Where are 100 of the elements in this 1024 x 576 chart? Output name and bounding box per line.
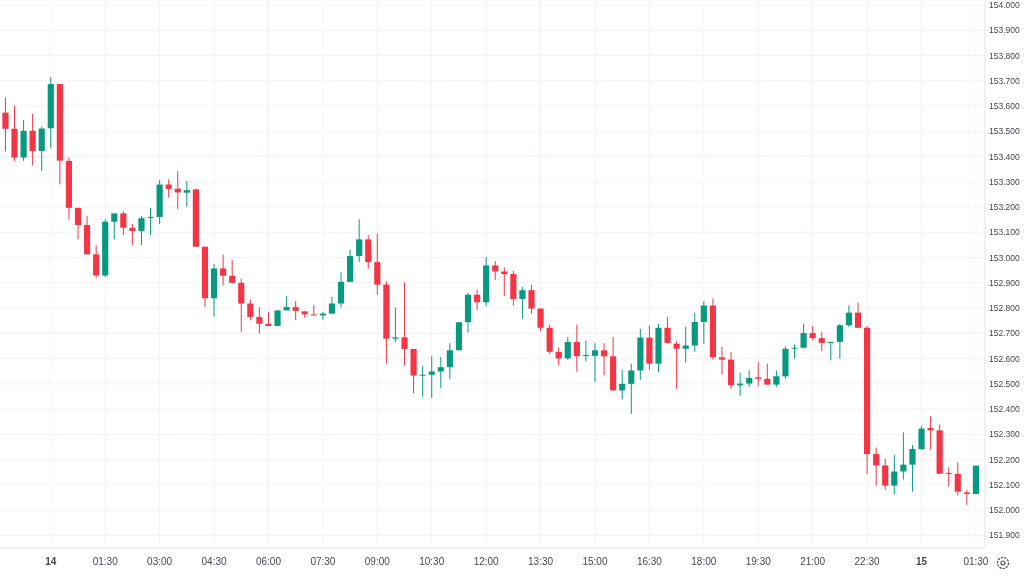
y-tick-label: 153.300	[989, 176, 1020, 187]
candlestick	[93, 244, 100, 279]
x-tick-label: 13:30	[528, 556, 554, 567]
candlestick	[492, 260, 499, 281]
candlestick	[836, 323, 843, 360]
candlestick	[446, 342, 453, 380]
x-tick-label: 21:00	[800, 556, 826, 567]
y-tick-label: 152.400	[989, 404, 1020, 415]
candlestick	[2, 96, 9, 153]
x-tick-label: 09:00	[364, 556, 391, 567]
candlestick	[818, 331, 825, 352]
y-tick-label: 152.500	[989, 378, 1020, 389]
candlestick	[573, 324, 580, 373]
candlestick	[428, 355, 435, 399]
x-tick-label: 16:30	[636, 556, 663, 567]
y-tick-label: 152.300	[989, 429, 1020, 440]
candlestick	[310, 304, 317, 316]
candlestick	[38, 126, 45, 172]
y-tick-label: 153.000	[989, 252, 1020, 263]
candlestick	[764, 363, 771, 386]
x-tick-label: 22:30	[854, 556, 881, 567]
candlestick	[365, 234, 372, 270]
candlestick	[891, 454, 898, 495]
x-tick-label: 04:30	[201, 556, 227, 567]
candlestick	[120, 210, 127, 236]
candlestick	[401, 281, 408, 367]
candlestick	[873, 446, 880, 487]
candlestick	[292, 300, 299, 321]
candlestick	[691, 312, 698, 353]
candlestick	[256, 306, 263, 335]
y-tick-label: 153.700	[989, 75, 1020, 86]
candlestick	[945, 466, 952, 488]
x-tick-label: 01:30	[92, 556, 119, 567]
candlestick	[165, 178, 172, 198]
candlestick	[337, 271, 345, 309]
candlestick	[854, 302, 862, 329]
candlestick	[700, 300, 707, 345]
y-tick-label: 152.000	[989, 505, 1020, 516]
candlestick	[183, 180, 190, 208]
x-tick-label: 10:30	[419, 556, 445, 567]
candlestick	[564, 336, 571, 361]
x-tick-label: 14	[45, 556, 57, 567]
candlestick	[437, 356, 444, 389]
candlestick	[600, 342, 608, 377]
candlestick	[673, 340, 680, 390]
y-tick-label: 152.900	[989, 277, 1020, 288]
candlestick	[147, 207, 154, 236]
candlestick	[827, 341, 834, 361]
candlestick	[546, 324, 553, 355]
candlestick	[356, 218, 363, 263]
y-tick-label: 152.100	[989, 479, 1020, 490]
candlestick	[927, 415, 934, 451]
y-tick-label: 152.700	[989, 328, 1020, 339]
y-tick-label: 153.800	[989, 50, 1020, 61]
y-tick-label: 153.900	[989, 25, 1020, 36]
candlestick	[755, 361, 762, 387]
candlestick	[519, 286, 526, 320]
candlestick	[800, 323, 807, 350]
candlestick	[74, 207, 82, 240]
candlestick	[220, 254, 227, 286]
candlestick	[682, 326, 689, 363]
y-tick-label: 152.800	[989, 303, 1020, 314]
x-tick-label: 03:00	[147, 556, 173, 567]
candlestick	[419, 365, 426, 398]
candlestick	[111, 212, 118, 240]
candlestick	[909, 444, 916, 493]
candlestick	[582, 340, 589, 362]
candlestick	[591, 342, 599, 383]
x-tick-label: 15:00	[582, 556, 608, 567]
candlestick	[791, 343, 798, 359]
x-tick-label: 12:00	[473, 556, 500, 567]
x-tick-label: 06:00	[255, 556, 282, 567]
x-tick-label: 01:30	[963, 556, 989, 567]
x-tick-label: 19:30	[745, 556, 772, 567]
candlestick	[528, 284, 535, 315]
candlestick	[619, 369, 626, 401]
x-tick-label: 18:00	[691, 556, 717, 567]
y-tick-label: 153.100	[989, 227, 1020, 238]
candlestick	[963, 489, 970, 506]
candlestick	[501, 266, 508, 297]
candlestick	[845, 304, 853, 328]
x-tick-label: 07:30	[310, 556, 336, 567]
y-tick-label: 153.500	[989, 126, 1020, 137]
y-tick-label: 153.400	[989, 151, 1020, 162]
candlestick	[229, 259, 236, 284]
candlestick	[129, 223, 136, 246]
candlestick	[954, 461, 961, 496]
candlestick	[664, 316, 671, 345]
y-tick-label: 152.600	[989, 353, 1020, 364]
candlestick	[628, 363, 635, 415]
y-tick-label: 151.900	[989, 530, 1020, 541]
y-tick-label: 154.000	[989, 0, 1020, 11]
candlestick	[138, 215, 145, 246]
candlestick	[718, 346, 726, 376]
x-tick-label: 15	[915, 556, 928, 567]
candlestick	[238, 278, 245, 333]
y-tick-label: 153.200	[989, 202, 1020, 213]
candlestick	[29, 113, 36, 166]
candlestick	[392, 307, 399, 343]
candlestick	[374, 233, 381, 296]
